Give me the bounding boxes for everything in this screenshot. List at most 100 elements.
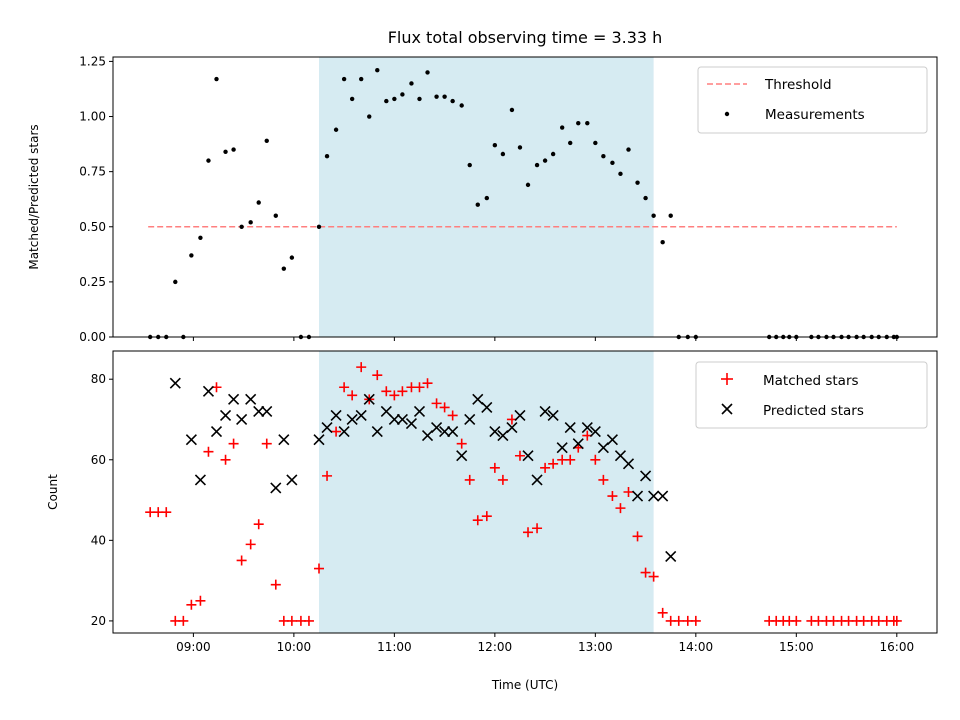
matched-stars-point [431, 398, 442, 409]
measurement-point [610, 160, 615, 166]
measurement-point [417, 96, 422, 102]
measurement-point [281, 266, 287, 271]
predicted-stars-point [489, 426, 501, 438]
legend-counts: Matched stars Predicted stars [695, 361, 928, 429]
measurement-point [264, 138, 269, 143]
measurement-point [248, 220, 253, 225]
panel-ratio-frame [112, 56, 938, 338]
matched-stars-point [456, 438, 467, 449]
measurement-point [643, 195, 648, 201]
measurement-point [425, 70, 430, 75]
matched-stars-point [397, 386, 408, 397]
predicted-stars-point [564, 421, 576, 434]
matched-stars-point [381, 386, 392, 397]
predicted-stars-point [413, 405, 426, 417]
x-tick-label: 11:00 [377, 640, 412, 654]
x-tick-label: 15:00 [779, 640, 814, 654]
predicted-stars-point [261, 405, 273, 417]
measurement-point [198, 235, 203, 240]
observing-window-shade [319, 351, 654, 633]
matched-stars-point [497, 474, 508, 485]
measurement-point [316, 224, 322, 229]
matched-stars-point [565, 454, 576, 465]
predicted-stars-point [236, 413, 248, 426]
predicted-stars-point [522, 450, 534, 462]
predicted-stars-point [194, 474, 206, 486]
predicted-stars-point [253, 405, 265, 417]
matched-stars-point [590, 454, 601, 465]
predicted-stars-point [371, 426, 383, 438]
predicted-stars-point [421, 430, 434, 442]
measurement-point [534, 162, 540, 168]
matched-stars-point [464, 474, 475, 485]
predicted-stars-point [278, 434, 290, 446]
y-tick-label: 1.00 [79, 110, 106, 124]
measurement-point [542, 158, 548, 163]
matched-stars-point [447, 410, 458, 421]
predicted-stars-point [210, 426, 223, 438]
x-tick-label: 12:00 [478, 640, 513, 654]
matched-stars-point [623, 487, 634, 497]
matched-stars-point [270, 579, 281, 590]
predicted-stars-point [228, 393, 240, 405]
predicted-stars-point [506, 421, 518, 434]
predicted-stars-point [481, 401, 493, 413]
measurement-point [273, 213, 278, 218]
predicted-stars-point [640, 470, 652, 482]
matched-stars-point [690, 615, 701, 626]
measurement-point [289, 255, 295, 260]
predicted-stars-point [185, 434, 197, 446]
predicted-stars-point [472, 393, 484, 405]
matched-stars-point [481, 511, 492, 522]
measurement-point [392, 96, 397, 102]
matched-stars-point [389, 390, 400, 401]
measurement-point [359, 76, 364, 82]
measurement-point [231, 147, 236, 152]
predicted-stars-point [631, 490, 644, 502]
y-tick-label: 0.50 [79, 220, 106, 234]
predicted-stars-point [539, 405, 551, 417]
matched-stars-point [489, 462, 500, 473]
measurement-point [450, 98, 455, 104]
legend-counts-box [695, 361, 928, 429]
matched-stars-point [339, 382, 350, 393]
matched-stars-point [236, 555, 247, 566]
predicted-stars-point [556, 442, 568, 454]
matched-stars-point [598, 474, 609, 485]
matched-stars-point [422, 378, 433, 389]
measurement-point [333, 127, 339, 132]
matched-stars-point [540, 462, 551, 473]
legend-measurements-swatch [724, 111, 730, 117]
measurement-point [214, 76, 219, 82]
predicted-stars-point [439, 426, 451, 438]
matched-stars-point [186, 599, 197, 610]
measurement-point [341, 76, 347, 82]
measurement-point [668, 213, 673, 218]
x-axis-title: Time (UTC) [491, 678, 558, 692]
matched-stars-point [657, 607, 668, 618]
y-tick-label: 20 [91, 614, 106, 628]
measurement-point [409, 81, 414, 86]
predicted-stars-point [572, 438, 584, 450]
predicted-stars-point [219, 409, 232, 422]
panel-ratio: 0.00 0.25 0.50 0.75 1.00 1.25 Matched/Predict… [27, 54, 938, 344]
matched-stars-point [253, 519, 264, 530]
y-tick-label: 0.75 [79, 165, 106, 179]
matched-stars-point [648, 571, 659, 582]
measurement-point [239, 224, 244, 229]
matched-stars-point [673, 615, 684, 626]
measurement-point [618, 171, 623, 177]
predicted-stars-point [497, 430, 509, 442]
measurement-point [550, 151, 556, 157]
predicted-stars-point [464, 413, 476, 426]
y-tick-label: 80 [91, 372, 106, 386]
matched-stars-point [607, 491, 618, 502]
predicted-stars-point [547, 409, 559, 422]
matched-stars-point [439, 402, 450, 413]
predicted-stars-point [346, 413, 358, 426]
matched-stars-point [220, 454, 231, 465]
measurement-point [206, 158, 211, 163]
matched-stars-point [195, 595, 206, 606]
predicted-stars-point [321, 421, 333, 434]
predicted-stars-point [286, 474, 298, 486]
